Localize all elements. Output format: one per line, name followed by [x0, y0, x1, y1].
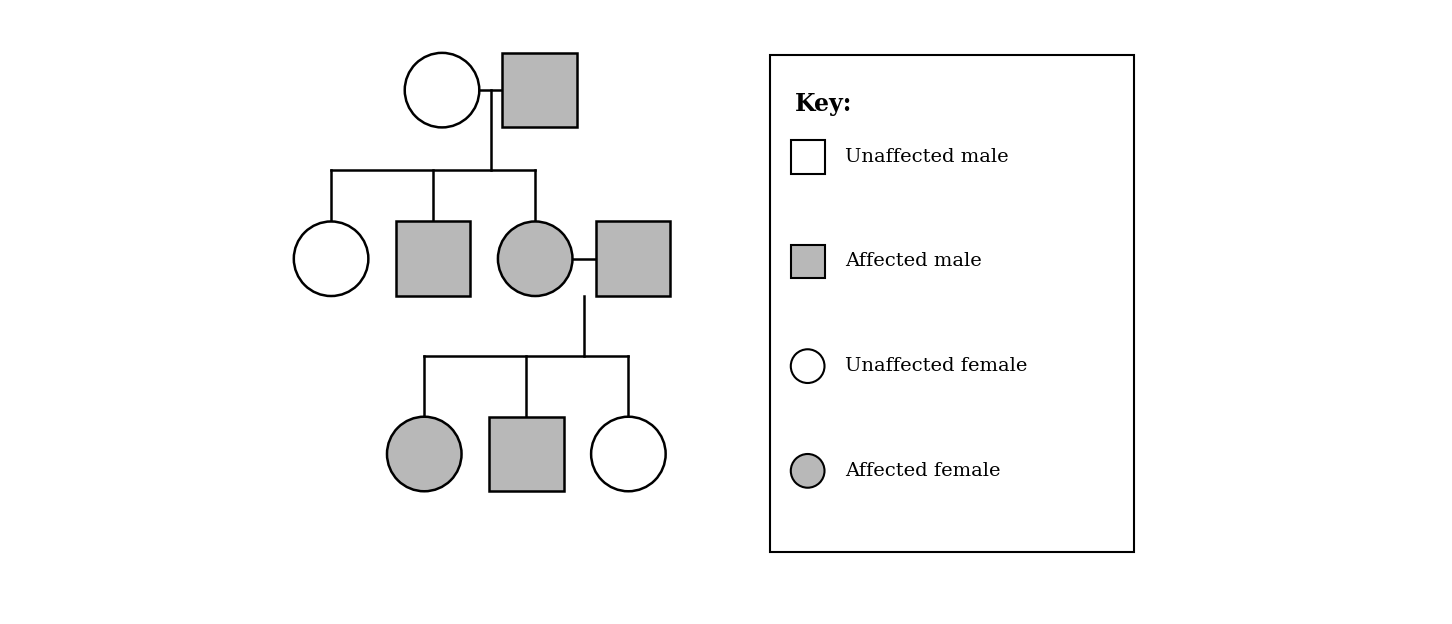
- Circle shape: [791, 454, 825, 488]
- Circle shape: [405, 53, 479, 127]
- Bar: [502, 53, 576, 127]
- Text: Unaffected male: Unaffected male: [845, 148, 1009, 166]
- Circle shape: [293, 222, 369, 296]
- Circle shape: [498, 222, 572, 296]
- Circle shape: [388, 417, 462, 491]
- Text: Affected male: Affected male: [845, 253, 982, 270]
- Bar: [396, 222, 470, 296]
- Circle shape: [791, 349, 825, 383]
- Text: Unaffected female: Unaffected female: [845, 357, 1028, 375]
- Bar: [595, 222, 669, 296]
- Bar: [489, 417, 563, 491]
- Text: Key:: Key:: [796, 92, 852, 116]
- Bar: [771, 55, 1134, 552]
- Bar: [791, 140, 825, 173]
- Circle shape: [591, 417, 665, 491]
- Text: Affected female: Affected female: [845, 462, 1000, 480]
- Bar: [791, 245, 825, 278]
